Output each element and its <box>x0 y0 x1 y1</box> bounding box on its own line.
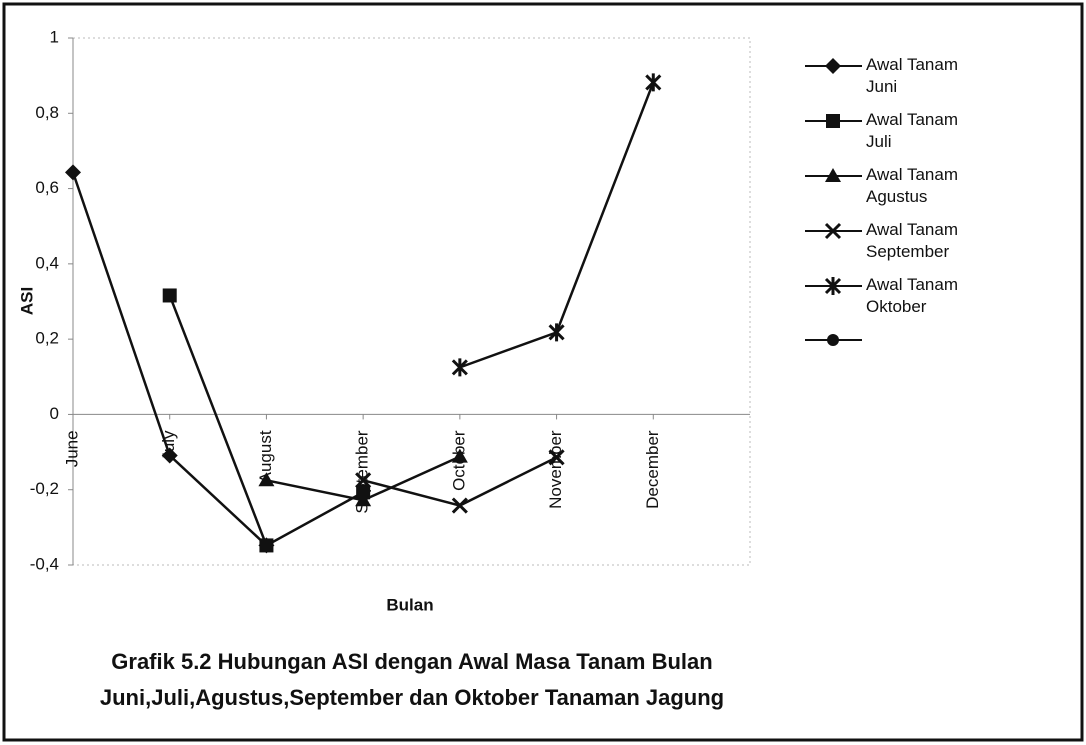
data-point <box>161 447 178 464</box>
data-point <box>645 73 662 92</box>
y-tick-label: 0 <box>50 404 59 423</box>
y-tick-label: 0,8 <box>35 103 59 122</box>
legend-marker <box>824 277 842 295</box>
data-point <box>355 472 372 489</box>
legend-marker <box>825 168 841 182</box>
legend-label: Juli <box>866 132 892 151</box>
y-tick-label: 0,6 <box>35 178 59 197</box>
x-tick-label: November <box>546 430 565 509</box>
data-point <box>259 538 274 553</box>
legend-label: Awal Tanam <box>866 165 958 184</box>
y-tick-label: 0,2 <box>35 329 59 348</box>
y-axis-label: ASI <box>17 287 36 315</box>
legend-label: Awal Tanam September <box>866 220 958 261</box>
y-tick-label: -0,4 <box>30 554 59 573</box>
legend-label: Awal Tanam <box>866 110 958 129</box>
legend-label: Awal Tanam Juni <box>866 55 958 96</box>
legend-label: Awal Tanam <box>866 275 958 294</box>
data-point <box>162 288 177 303</box>
data-point <box>65 164 81 181</box>
legend-label: Awal Tanam Agustus <box>866 165 958 206</box>
data-point <box>548 449 565 466</box>
plot-area <box>72 37 751 566</box>
caption: Grafik 5.2 Hubungan ASI dengan Awal Masa… <box>111 649 712 674</box>
data-point <box>355 492 372 507</box>
x-tick-label: December <box>643 430 662 509</box>
legend-marker <box>827 334 839 346</box>
legend-label: Awal Tanam <box>866 55 958 74</box>
data-point <box>451 448 468 463</box>
legend-marker <box>826 114 840 128</box>
y-tick-label: 1 <box>50 27 59 46</box>
legend-label: Awal Tanam <box>866 220 958 239</box>
legend-label: Awal Tanam Juli <box>866 110 958 151</box>
legend-marker <box>825 58 841 74</box>
x-tick-label: June <box>62 430 81 467</box>
legend-label: Awal Tanam Oktober <box>866 275 958 316</box>
legend-label: Oktober <box>866 297 927 316</box>
legend-label: Agustus <box>866 187 927 206</box>
legend-label: Juni <box>866 77 897 96</box>
y-tick-label: 0,4 <box>35 253 59 272</box>
legend-marker <box>824 222 842 240</box>
x-tick-label: August <box>256 430 275 483</box>
data-point <box>548 323 565 342</box>
caption: Juni,Juli,Agustus,September dan Oktober … <box>100 685 724 710</box>
data-point <box>451 497 468 514</box>
data-point <box>258 472 275 487</box>
x-axis-label: Bulan <box>386 595 433 614</box>
legend-label: September <box>866 242 949 261</box>
series-line <box>71 171 268 547</box>
data-point <box>451 358 468 377</box>
series-line <box>168 295 364 548</box>
y-tick-label: -0,2 <box>30 479 59 498</box>
